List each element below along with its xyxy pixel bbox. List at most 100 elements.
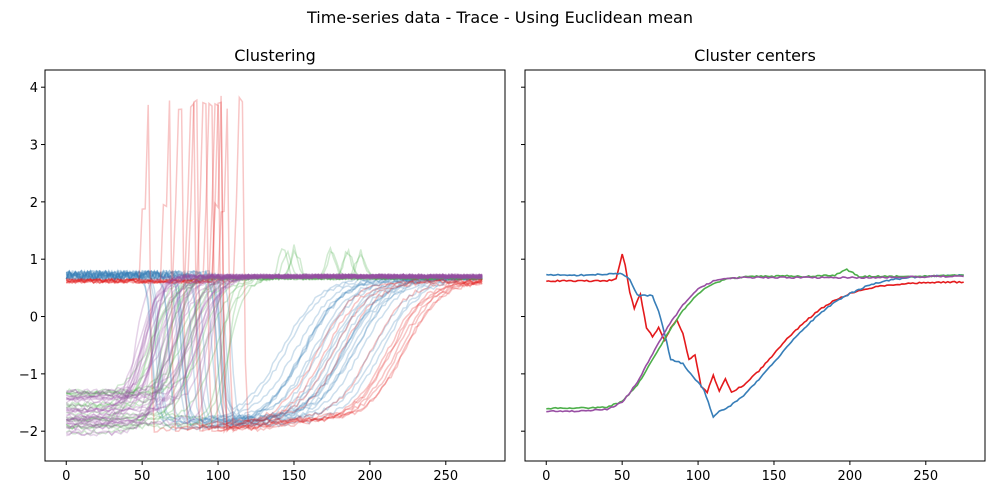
trace-line-purple [65, 273, 483, 414]
trace-line-green [65, 274, 483, 429]
trace-line-green [65, 245, 483, 435]
trace-line-purple [65, 273, 483, 423]
trace-line-purple [66, 273, 483, 427]
trace-line-green [66, 274, 483, 422]
trace-line-green [66, 244, 483, 417]
trace-line-green [65, 248, 483, 412]
center-line-blue [546, 272, 964, 419]
y-tick-label: 4 [30, 81, 38, 96]
trace-line-green [66, 250, 483, 396]
x-tick-label: 50 [134, 469, 151, 484]
y-tick-label: −2 [19, 425, 38, 440]
trace-line-red [66, 102, 483, 434]
trace-line-blue [66, 269, 483, 431]
trace-line-green [65, 274, 483, 430]
trace-line-purple [65, 273, 483, 408]
trace-line-blue [65, 269, 483, 424]
trace-line-blue [65, 269, 483, 428]
x-tick-label: 200 [837, 469, 862, 484]
trace-line-purple [66, 273, 483, 413]
trace-line-purple [65, 273, 483, 426]
trace-line-green [66, 249, 483, 431]
trace-line-green [66, 274, 483, 408]
trace-line-blue [65, 269, 483, 422]
trace-line-blue [66, 269, 483, 420]
trace-line-green [65, 274, 483, 394]
clustering-plot-area [65, 95, 483, 437]
trace-line-green [66, 253, 483, 397]
x-tick-label: 150 [762, 469, 787, 484]
trace-line-purple [65, 273, 483, 401]
x-tick-label: 0 [62, 469, 70, 484]
clustering-axes-frame [44, 69, 506, 462]
centers-panel: Cluster centers [524, 46, 986, 462]
trace-line-red [65, 101, 483, 433]
trace-line-purple [66, 272, 483, 414]
trace-line-purple [66, 273, 483, 413]
trace-line-blue [65, 268, 483, 425]
clustering-panel: Clustering [44, 46, 506, 462]
x-tick-label: 200 [357, 469, 382, 484]
center-line-green [546, 268, 964, 410]
trace-line-blue [65, 269, 483, 422]
trace-line-blue [65, 269, 483, 423]
trace-line-blue [66, 269, 483, 423]
trace-line-purple [66, 273, 483, 395]
center-line-purple [546, 274, 964, 413]
center-line-red [546, 253, 964, 395]
trace-line-blue [65, 269, 483, 428]
clustering-traces [65, 95, 483, 437]
trace-line-purple [66, 273, 483, 422]
trace-line-purple [66, 273, 483, 395]
trace-line-purple [66, 273, 483, 400]
trace-line-purple [65, 273, 483, 431]
trace-line-blue [65, 269, 483, 427]
trace-line-red [66, 95, 483, 433]
trace-line-purple [66, 273, 483, 428]
trace-line-purple [66, 273, 483, 420]
trace-line-red [66, 104, 483, 433]
y-tick-label: 1 [30, 253, 38, 268]
trace-line-purple [65, 273, 483, 412]
trace-line-purple [66, 273, 483, 395]
trace-line-red [65, 108, 483, 433]
trace-line-purple [65, 273, 483, 399]
x-tick-label: 100 [686, 469, 711, 484]
centers-axes-frame [524, 69, 986, 462]
trace-line-purple [66, 273, 483, 399]
trace-line-red [66, 101, 483, 433]
trace-line-purple [65, 273, 483, 415]
trace-line-red [66, 101, 483, 432]
trace-line-green [66, 274, 483, 423]
trace-line-green [66, 247, 483, 399]
trace-line-purple [66, 273, 483, 437]
trace-line-purple [66, 273, 483, 437]
trace-line-blue [65, 269, 483, 419]
trace-line-red [66, 95, 483, 433]
trace-line-green [65, 274, 483, 430]
trace-line-blue [65, 269, 483, 420]
trace-line-blue [65, 269, 483, 424]
centers-plot-area [546, 253, 964, 419]
x-tick-label: 100 [206, 469, 231, 484]
trace-line-blue [65, 269, 483, 425]
trace-line-blue [66, 268, 483, 427]
trace-line-blue [66, 269, 483, 420]
trace-line-green [65, 274, 483, 424]
x-tick-label: 0 [542, 469, 550, 484]
trace-line-purple [66, 273, 483, 427]
centers-title: Cluster centers [694, 46, 816, 65]
trace-line-purple [65, 273, 483, 421]
trace-line-blue [66, 268, 483, 430]
y-tick-label: 3 [30, 139, 38, 154]
x-tick-label: 150 [282, 469, 307, 484]
trace-line-red [65, 98, 483, 432]
trace-line-green [66, 250, 483, 398]
trace-line-blue [65, 269, 483, 430]
figure-title: Time-series data - Trace - Using Euclide… [306, 8, 693, 27]
trace-line-purple [66, 272, 483, 431]
trace-line-red [65, 108, 483, 431]
trace-line-blue [65, 269, 483, 427]
trace-line-purple [66, 272, 483, 402]
